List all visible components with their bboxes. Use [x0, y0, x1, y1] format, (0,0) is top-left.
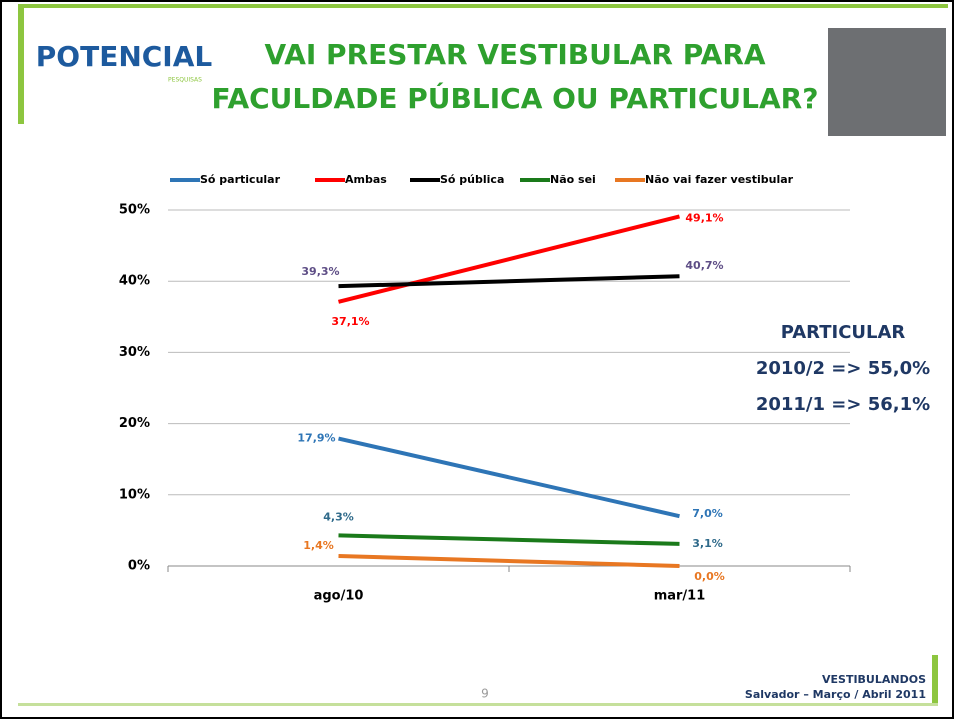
data-label: 49,1%	[685, 211, 723, 224]
slide: POTENCIAL PESQUISAS VAI PRESTAR VESTIBUL…	[0, 0, 954, 719]
line-series	[339, 216, 680, 301]
legend-label: Só pública	[440, 173, 504, 186]
y-tick-label: 30%	[119, 345, 150, 360]
y-tick-label: 0%	[128, 559, 150, 574]
accent-bar	[18, 4, 948, 8]
y-tick-label: 20%	[119, 416, 150, 431]
photo	[828, 28, 946, 136]
y-tick-label: 50%	[119, 203, 150, 218]
data-label: 37,1%	[331, 315, 369, 328]
data-label: 17,9%	[297, 432, 335, 445]
legend-label: Só particular	[200, 173, 281, 186]
title: VAI PRESTAR VESTIBULAR PARA	[264, 38, 765, 71]
data-label: 0,0%	[694, 570, 725, 583]
chart: POTENCIAL PESQUISAS VAI PRESTAR VESTIBUL…	[0, 0, 954, 719]
annotation: PARTICULAR	[781, 322, 906, 343]
line-series	[339, 439, 680, 517]
logo-sub: PESQUISAS	[168, 77, 202, 84]
logo: POTENCIAL	[36, 40, 213, 73]
data-label: 40,7%	[685, 259, 723, 272]
y-tick-label: 10%	[119, 487, 150, 502]
accent-bar	[932, 655, 938, 705]
y-tick-label: 40%	[119, 274, 150, 289]
data-label: 7,0%	[692, 507, 723, 520]
data-label: 4,3%	[323, 510, 354, 523]
footer-text: Salvador – Março / Abril 2011	[745, 688, 926, 701]
legend-label: Não vai fazer vestibular	[645, 173, 794, 186]
line-series	[339, 556, 680, 566]
page-number: 9	[481, 687, 489, 701]
data-label: 39,3%	[301, 265, 339, 278]
footer-text: VESTIBULANDOS	[822, 673, 926, 686]
title: FACULDADE PÚBLICA OU PARTICULAR?	[212, 81, 819, 115]
x-tick-label: ago/10	[314, 589, 364, 604]
x-tick-label: mar/11	[654, 589, 706, 604]
annotation: 2010/2 => 55,0%	[756, 358, 930, 379]
data-label: 1,4%	[303, 539, 334, 552]
data-label: 3,1%	[692, 537, 723, 550]
annotation: 2011/1 => 56,1%	[756, 394, 930, 415]
line-series	[339, 535, 680, 544]
accent-bar	[18, 4, 24, 124]
accent-bar	[18, 703, 938, 706]
legend-label: Não sei	[550, 173, 596, 186]
legend-label: Ambas	[345, 173, 387, 186]
